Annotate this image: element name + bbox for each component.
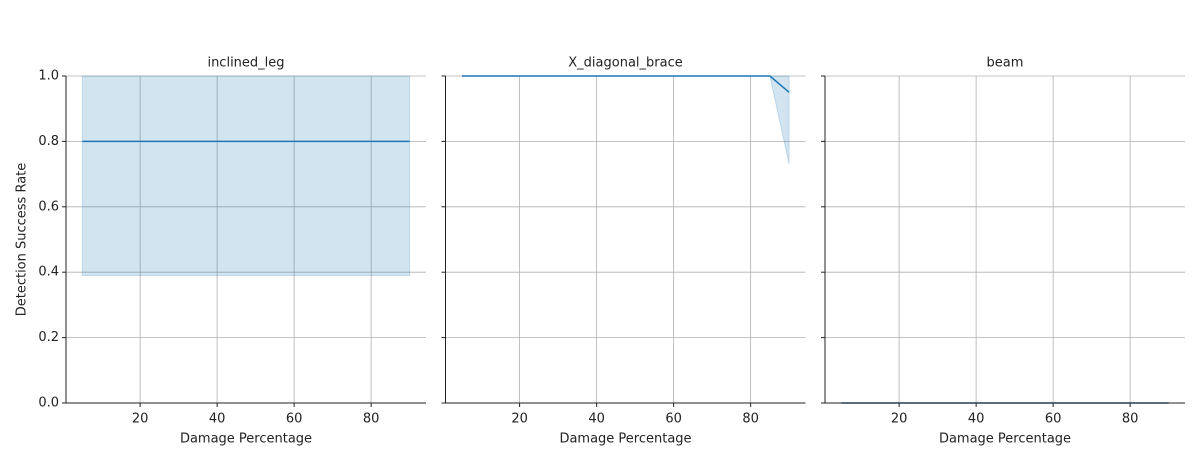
y-tick-label: 0.6 (38, 199, 59, 214)
subplot-title: X_diagonal_brace (568, 56, 682, 71)
confidence-band (81, 75, 411, 276)
x-tick-label: 40 (588, 412, 605, 427)
x-tick-label: 60 (665, 412, 682, 427)
x-tick-label: 80 (742, 412, 759, 427)
x-tick-label: 60 (1045, 412, 1062, 427)
x-tick-label: 20 (132, 412, 149, 427)
confidence-band (461, 75, 790, 165)
x-tick-label: 60 (286, 412, 303, 427)
y-axis-label: Detection Success Rate (15, 163, 30, 317)
x-tick-label: 80 (363, 412, 380, 427)
y-tick-label: 0.2 (38, 330, 59, 345)
y-tick-label: 0.8 (38, 134, 59, 149)
x-axis-label: Damage Percentage (939, 432, 1071, 447)
x-tick-label: 80 (1122, 412, 1139, 427)
y-tick-label: 0.0 (38, 396, 59, 411)
subplot-title: beam (987, 56, 1024, 71)
x-tick-label: 20 (891, 412, 908, 427)
x-axis-label: Damage Percentage (180, 432, 312, 447)
y-tick-label: 0.4 (38, 265, 59, 280)
x-axis-label: Damage Percentage (559, 432, 691, 447)
subplot-title: inclined_leg (207, 56, 284, 71)
x-tick-label: 40 (968, 412, 985, 427)
x-tick-label: 40 (209, 412, 226, 427)
x-tick-label: 20 (511, 412, 528, 427)
y-tick-label: 1.0 (38, 69, 59, 84)
data-line (461, 75, 790, 93)
